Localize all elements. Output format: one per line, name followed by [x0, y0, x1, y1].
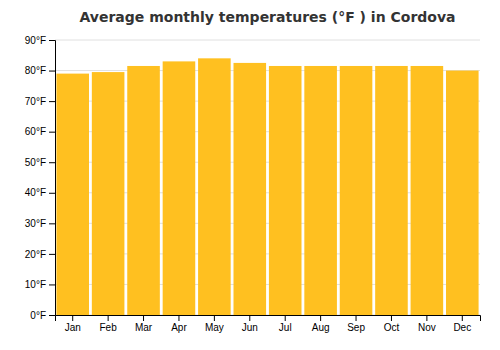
x-tick-label: Dec: [453, 322, 471, 333]
bar: [56, 74, 89, 315]
x-tick-mark: [72, 315, 73, 321]
y-tick-mark: [49, 193, 55, 194]
y-tick-label: 0°F: [30, 310, 46, 321]
x-tick-mark: [426, 315, 427, 321]
y-tick-mark: [49, 223, 55, 224]
y-tick-label: 30°F: [25, 218, 46, 229]
y-tick-mark: [49, 132, 55, 133]
y-tick-label: 70°F: [25, 96, 46, 107]
y-tick-label: 40°F: [25, 187, 46, 198]
y-tick: 70°F: [25, 96, 55, 107]
grid: [55, 40, 480, 315]
x-tick-label: Apr: [171, 322, 187, 333]
y-tick: 40°F: [25, 187, 55, 198]
x-tick-label: May: [205, 322, 224, 333]
bar: [304, 66, 337, 315]
y-tick: 30°F: [25, 218, 55, 229]
x-tick: Nov: [418, 315, 436, 333]
bar: [340, 66, 373, 315]
x-tick: Jun: [242, 315, 258, 333]
bar: [234, 63, 267, 315]
x-tick-mark: [214, 315, 215, 321]
x-tick: Aug: [312, 315, 330, 333]
bar: [163, 61, 196, 315]
x-tick-mark: [143, 315, 144, 321]
x-tick: Mar: [135, 315, 153, 333]
x-axis-line: [56, 316, 481, 322]
x-tick-mark: [462, 315, 463, 321]
bar: [127, 66, 160, 315]
x-tick: Apr: [171, 315, 187, 333]
x-tick: Oct: [384, 315, 400, 333]
x-tick: Jan: [65, 315, 81, 333]
y-tick-label: 10°F: [25, 279, 46, 290]
bar: [92, 72, 125, 315]
x-tick-mark: [178, 315, 179, 321]
y-tick-label: 60°F: [25, 126, 46, 137]
y-tick: 60°F: [25, 126, 55, 137]
x-tick-label: Aug: [312, 322, 330, 333]
chart: Jan Feb Mar Apr May Jun Jul Aug Sep Oct Nov Dec 0°F 1…: [0, 0, 500, 350]
x-tick: May: [205, 315, 224, 333]
x-tick-mark: [391, 315, 392, 321]
y-tick: 10°F: [25, 279, 55, 290]
x-tick: Jul: [279, 315, 292, 333]
y-tick-label: 50°F: [25, 157, 46, 168]
y-tick-mark: [49, 284, 55, 285]
bar: [198, 58, 231, 315]
y-axis: 0°F 10°F 20°F 30°F 40°F 50°F 60°F 70°F 80°F 90°F: [25, 35, 56, 321]
x-tick-label: Sep: [347, 322, 365, 333]
bar: [269, 66, 302, 315]
x-tick-mark: [108, 315, 109, 321]
bar: [411, 66, 444, 315]
x-tick-mark: [320, 315, 321, 321]
x-axis: Jan Feb Mar Apr May Jun Jul Aug Sep Oct Nov Dec: [56, 315, 481, 333]
y-tick: 20°F: [25, 249, 55, 260]
y-tick: 80°F: [25, 65, 55, 76]
x-tick-mark: [249, 315, 250, 321]
x-tick-label: Feb: [100, 322, 118, 333]
title: Average monthly temperatures (°F ) in Co…: [80, 9, 456, 25]
x-tick-mark: [356, 315, 357, 321]
x-tick-label: Jun: [242, 322, 258, 333]
x-tick: Sep: [347, 315, 365, 333]
y-tick-mark: [49, 162, 55, 163]
x-tick-label: Jul: [279, 322, 292, 333]
x-tick: Feb: [100, 315, 118, 333]
y-tick-mark: [49, 40, 55, 41]
bar: [375, 66, 408, 315]
x-tick-label: Mar: [135, 322, 153, 333]
grid-line: [55, 40, 480, 41]
x-tick-label: Jan: [65, 322, 81, 333]
plot: Jan Feb Mar Apr May Jun Jul Aug Sep Oct Nov Dec 0°F 1…: [25, 35, 481, 333]
y-tick-mark: [49, 71, 55, 72]
y-tick: 90°F: [25, 35, 55, 46]
y-tick-mark: [49, 254, 55, 255]
y-tick-mark: [49, 101, 55, 102]
y-tick-label: 80°F: [25, 65, 46, 76]
bars: [56, 58, 478, 315]
y-tick-label: 90°F: [25, 35, 46, 46]
bar: [446, 71, 479, 315]
y-tick: 50°F: [25, 157, 55, 168]
y-tick: 0°F: [30, 310, 55, 321]
x-tick-mark: [285, 315, 286, 321]
y-axis-line: [49, 41, 56, 316]
x-tick: Dec: [453, 315, 471, 333]
x-tick-label: Oct: [384, 322, 400, 333]
x-tick-label: Nov: [418, 322, 436, 333]
y-tick-label: 20°F: [25, 249, 46, 260]
y-tick-mark: [49, 315, 55, 316]
